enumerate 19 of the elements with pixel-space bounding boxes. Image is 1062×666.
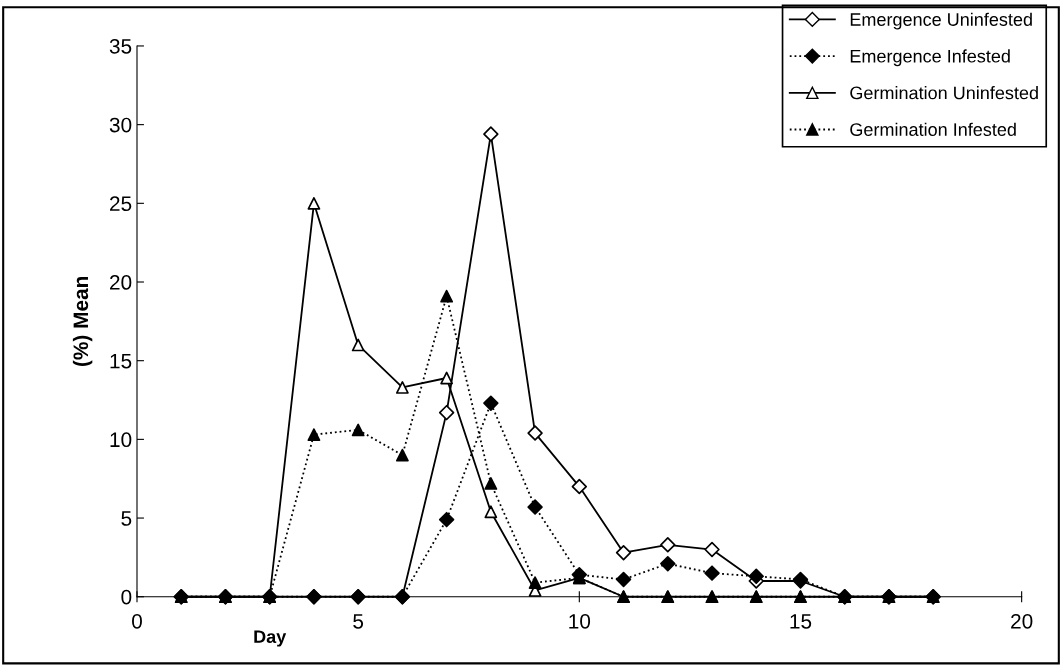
x-tick-label: 10 — [569, 613, 591, 629]
y-tick-label: 10 — [110, 432, 132, 448]
y-axis-title: (%) Mean — [72, 276, 93, 367]
legend-label: Emergence Uninfested — [850, 12, 1032, 30]
y-tick-label: 25 — [110, 196, 132, 212]
legend-label: Germination Uninfested — [850, 86, 1038, 100]
x-tick-label: 0 — [132, 613, 142, 629]
y-tick-label: 0 — [121, 589, 132, 605]
y-tick-label: 35 — [109, 38, 132, 54]
x-axis-title: Day — [254, 630, 287, 647]
y-tick-label: 20 — [110, 275, 132, 290]
legend-label: Emergence Infested — [850, 49, 1010, 67]
y-tick-label: 5 — [121, 511, 132, 526]
y-tick-label: 30 — [109, 117, 132, 133]
x-tick-label: 5 — [353, 614, 364, 629]
x-tick-label: 20 — [1011, 613, 1033, 629]
y-tick-label: 15 — [110, 353, 132, 369]
x-tick-label: 15 — [790, 614, 812, 629]
legend-label: Germination Infested — [850, 122, 1016, 136]
